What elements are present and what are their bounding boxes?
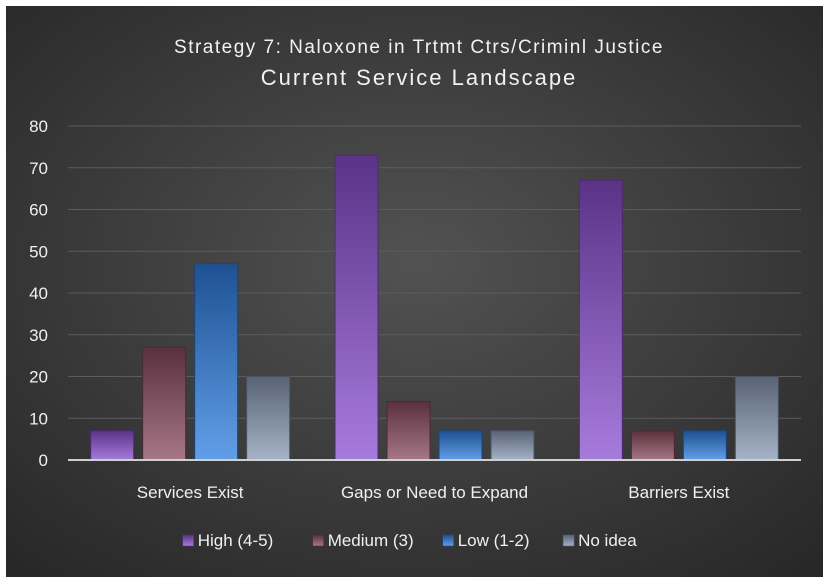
- chart-background: [6, 6, 823, 577]
- chart-subtitle: Current Service Landscape: [261, 65, 578, 90]
- y-tick-label: 30: [29, 326, 48, 345]
- legend-swatch: [442, 534, 455, 547]
- y-tick-label: 60: [29, 201, 48, 220]
- y-axis-ticks: 0 10 20 30 40 50 60 70 80: [29, 117, 48, 470]
- bars: [90, 154, 779, 461]
- legend-swatch: [182, 534, 194, 547]
- bar-medium-3-1: [386, 401, 431, 461]
- legend-swatch: [312, 534, 325, 547]
- chart-title: Strategy 7: Naloxone in Trtmt Ctrs/Crimi…: [174, 37, 664, 58]
- bar-medium-3-0: [142, 346, 187, 461]
- y-tick-label: 80: [29, 117, 48, 136]
- legend-label: High (4-5): [198, 531, 274, 550]
- gridlines: [68, 125, 801, 419]
- y-tick-label: 50: [29, 242, 48, 261]
- bar-high-4-5-1: [334, 154, 379, 461]
- y-tick-label: 20: [29, 368, 48, 387]
- y-tick-label: 10: [29, 409, 48, 428]
- bar-no-idea-1: [490, 430, 535, 461]
- x-category-label: Services Exist: [137, 483, 244, 502]
- bar-no-idea-2: [734, 376, 779, 461]
- y-tick-label: 0: [39, 451, 48, 470]
- y-tick-label: 70: [29, 159, 48, 178]
- x-category-label: Barriers Exist: [628, 483, 729, 502]
- bar-low-1-2-0: [194, 263, 239, 461]
- bar-chart: Strategy 7: Naloxone in Trtmt Ctrs/Crimi…: [6, 6, 823, 577]
- legend: High (4-5) Medium (3) Low (1-2) No idea: [182, 531, 637, 550]
- legend-label: Medium (3): [328, 531, 414, 550]
- legend-label: No idea: [578, 531, 637, 550]
- legend-swatch: [562, 534, 575, 547]
- bar-high-4-5-2: [578, 179, 623, 461]
- y-tick-label: 40: [29, 284, 48, 303]
- bar-high-4-5-0: [90, 430, 135, 461]
- x-category-label: Gaps or Need to Expand: [341, 483, 528, 502]
- bar-medium-3-2: [630, 430, 675, 461]
- category-labels: Services Exist Gaps or Need to Expand Barr…: [137, 483, 730, 502]
- legend-label: Low (1-2): [458, 531, 530, 550]
- bar-low-1-2-1: [438, 430, 483, 461]
- bar-no-idea-0: [246, 376, 291, 461]
- bar-low-1-2-2: [682, 430, 727, 461]
